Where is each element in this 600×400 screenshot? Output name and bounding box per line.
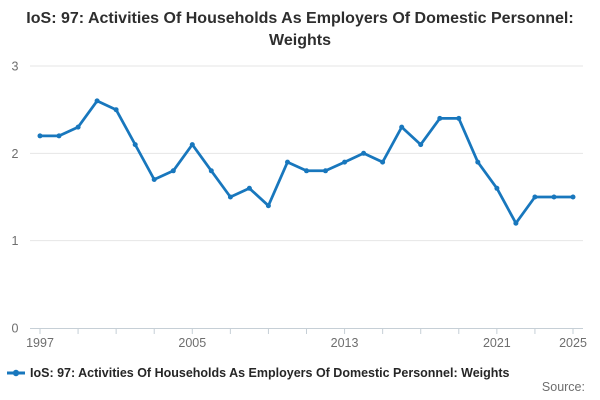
x-tick-label-1997: 1997	[26, 336, 54, 350]
data-point-2020	[475, 159, 481, 165]
data-point-2012	[323, 168, 328, 174]
data-point-2018	[437, 115, 443, 121]
data-point-2014	[361, 150, 367, 156]
x-tick-label-2013: 2013	[331, 336, 359, 350]
data-point-2001	[113, 107, 119, 113]
x-tick-label-2005: 2005	[178, 336, 206, 350]
source-label: Source:	[541, 380, 585, 394]
data-point-2016	[399, 124, 405, 130]
y-tick-label-0: 0	[12, 322, 19, 336]
data-point-2004	[170, 168, 176, 174]
data-point-2011	[304, 168, 309, 174]
data-point-2017	[418, 142, 424, 148]
data-point-2007	[227, 194, 233, 200]
y-tick-label-3: 3	[12, 60, 19, 74]
legend-item[interactable]: IoS: 97: Activities Of Households As Emp…	[6, 364, 510, 382]
data-point-2002	[132, 142, 138, 148]
data-point-1998	[56, 133, 62, 139]
x-tick-label-2021: 2021	[483, 336, 511, 350]
data-point-2024	[551, 194, 557, 200]
legend-label: IoS: 97: Activities Of Households As Emp…	[30, 366, 510, 380]
data-point-2022	[513, 220, 519, 226]
y-tick-label-2: 2	[12, 147, 19, 161]
data-point-2015	[380, 159, 386, 165]
data-point-2019	[456, 115, 462, 121]
data-point-2021	[494, 185, 500, 191]
data-point-1999	[75, 124, 81, 130]
data-point-2006	[208, 168, 214, 174]
data-point-1997	[37, 133, 43, 139]
data-point-2005	[189, 142, 195, 148]
data-point-2025	[570, 194, 576, 200]
y-tick-label-1: 1	[12, 234, 19, 248]
data-point-2008	[246, 185, 252, 191]
data-point-2000	[94, 98, 100, 104]
legend-line-with-dot-icon	[7, 369, 25, 377]
data-point-2009	[265, 203, 271, 209]
data-point-2013	[342, 159, 348, 165]
data-point-2003	[151, 177, 157, 182]
data-point-2010	[285, 159, 290, 165]
x-tick-label-2025: 2025	[559, 336, 587, 350]
data-point-2023	[532, 194, 538, 200]
chart-title: IoS: 97: Activities Of Households As Emp…	[26, 10, 574, 49]
series-line	[38, 99, 575, 225]
line-chart: 0 1 2 3 1997 2005 2013 2021 2025	[12, 60, 587, 351]
